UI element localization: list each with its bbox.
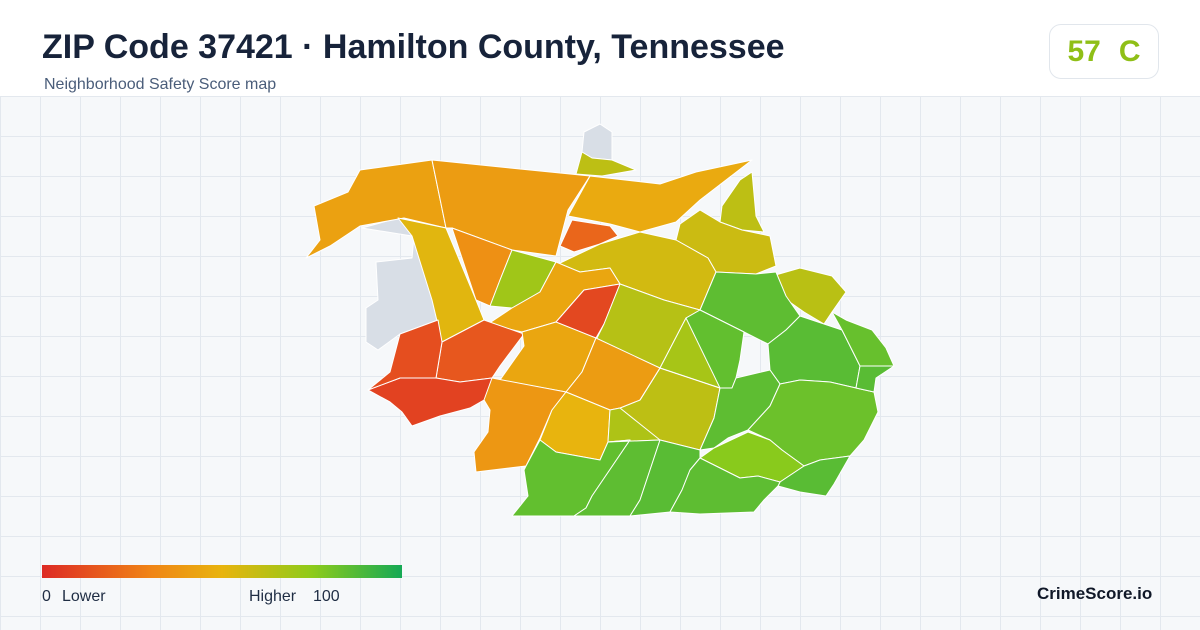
map-region-north-central[interactable] (431, 159, 591, 257)
score-value: 57 (1067, 34, 1101, 68)
map-region-east-green-7[interactable] (855, 365, 895, 393)
legend-color-bar (42, 565, 402, 578)
page-subtitle: Neighborhood Safety Score map (44, 76, 277, 93)
legend-min-value: 0 (42, 588, 51, 605)
map-region-east-spike[interactable] (719, 171, 765, 233)
map-region-east-green-5[interactable] (699, 369, 781, 451)
legend-max-label: Higher (249, 588, 297, 605)
header-bar (0, 0, 1200, 96)
map-region-tiny-north[interactable] (575, 151, 637, 177)
map-region-red-south-west[interactable] (367, 319, 443, 391)
score-grade: C (1118, 34, 1141, 68)
score-badge: 57 C (1049, 24, 1159, 79)
brand-logo-text: CrimeScore.io (1037, 584, 1153, 603)
map-region-south-green-4[interactable] (669, 457, 781, 515)
map-region-east-green-8[interactable] (639, 367, 721, 401)
page-title: ZIP Code 37421 · Hamilton County, Tennes… (42, 28, 785, 66)
map-region-northwest-arm[interactable] (305, 159, 447, 259)
map-region-red-west-lower[interactable] (367, 377, 499, 427)
legend-min-label: Lower (62, 588, 106, 605)
map-region-northeast-band[interactable] (567, 159, 753, 233)
legend-max-value: 100 (313, 588, 340, 605)
